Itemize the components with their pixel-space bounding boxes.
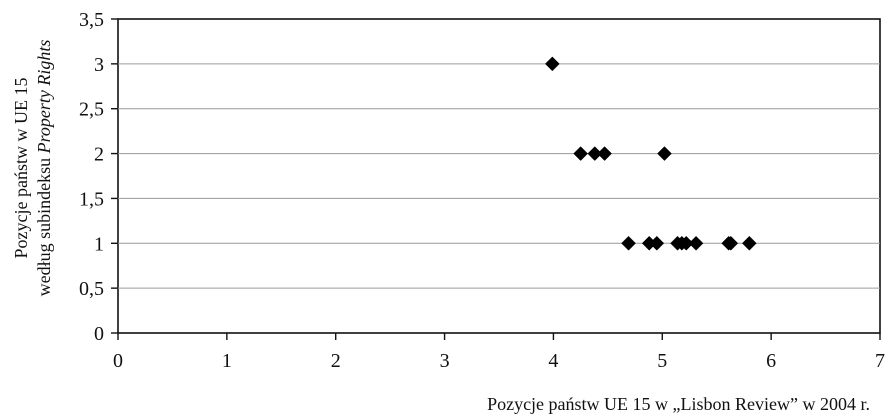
- y-tick-label: 2,5: [79, 99, 104, 121]
- x-axis-title: Pozycje państw UE 15 w „Lisbon Review” w…: [487, 394, 870, 414]
- y-tick-label: 1,5: [79, 188, 104, 210]
- data-point: [597, 146, 612, 161]
- data-point: [649, 235, 665, 251]
- x-tick-label: 4: [548, 350, 558, 372]
- y-tick-label: 0: [94, 323, 104, 345]
- data-point: [723, 235, 739, 251]
- data-point: [587, 146, 603, 161]
- y-axis-title-line-2: według subindeksu Property Rights: [34, 40, 54, 297]
- data-point: [688, 235, 704, 251]
- data-point: [742, 235, 757, 251]
- x-tick-label: 5: [657, 350, 667, 372]
- data-point: [621, 235, 636, 251]
- plot-area: [117, 18, 881, 334]
- y-axis-tick-labels: 0 0,5 1 1,5 2 2,5 3 3,5: [79, 9, 104, 345]
- x-tick-label: 1: [222, 350, 232, 372]
- y-axis-title-line-2-prefix: według subindeksu: [34, 153, 54, 296]
- y-axis-title-line-1: Pozycje państw w UE 15: [11, 78, 31, 259]
- x-tick-label: 6: [766, 350, 776, 372]
- x-tick-label: 0: [113, 350, 123, 372]
- y-tick-label: 1: [94, 233, 104, 255]
- y-tick-label: 3: [94, 54, 104, 76]
- x-axis-tick-labels: 0 1 2 3 4 5 6 7: [113, 350, 885, 372]
- y-tick-label: 2: [94, 144, 104, 166]
- data-point: [678, 235, 694, 251]
- y-axis-title: Pozycje państw w UE 15 według subindeksu…: [11, 40, 54, 297]
- data-points: [544, 56, 757, 251]
- y-tick-label: 3,5: [79, 9, 104, 31]
- data-point: [657, 146, 672, 161]
- x-tick-label: 2: [331, 350, 341, 372]
- axis-ticks: [111, 18, 881, 340]
- y-axis-title-line-2-italic: Property Rights: [34, 40, 54, 155]
- y-tick-label: 0,5: [79, 278, 104, 300]
- x-tick-label: 7: [875, 350, 885, 372]
- x-tick-label: 3: [440, 350, 450, 372]
- gridlines: [118, 63, 880, 289]
- data-point: [544, 56, 560, 72]
- data-point: [573, 146, 588, 161]
